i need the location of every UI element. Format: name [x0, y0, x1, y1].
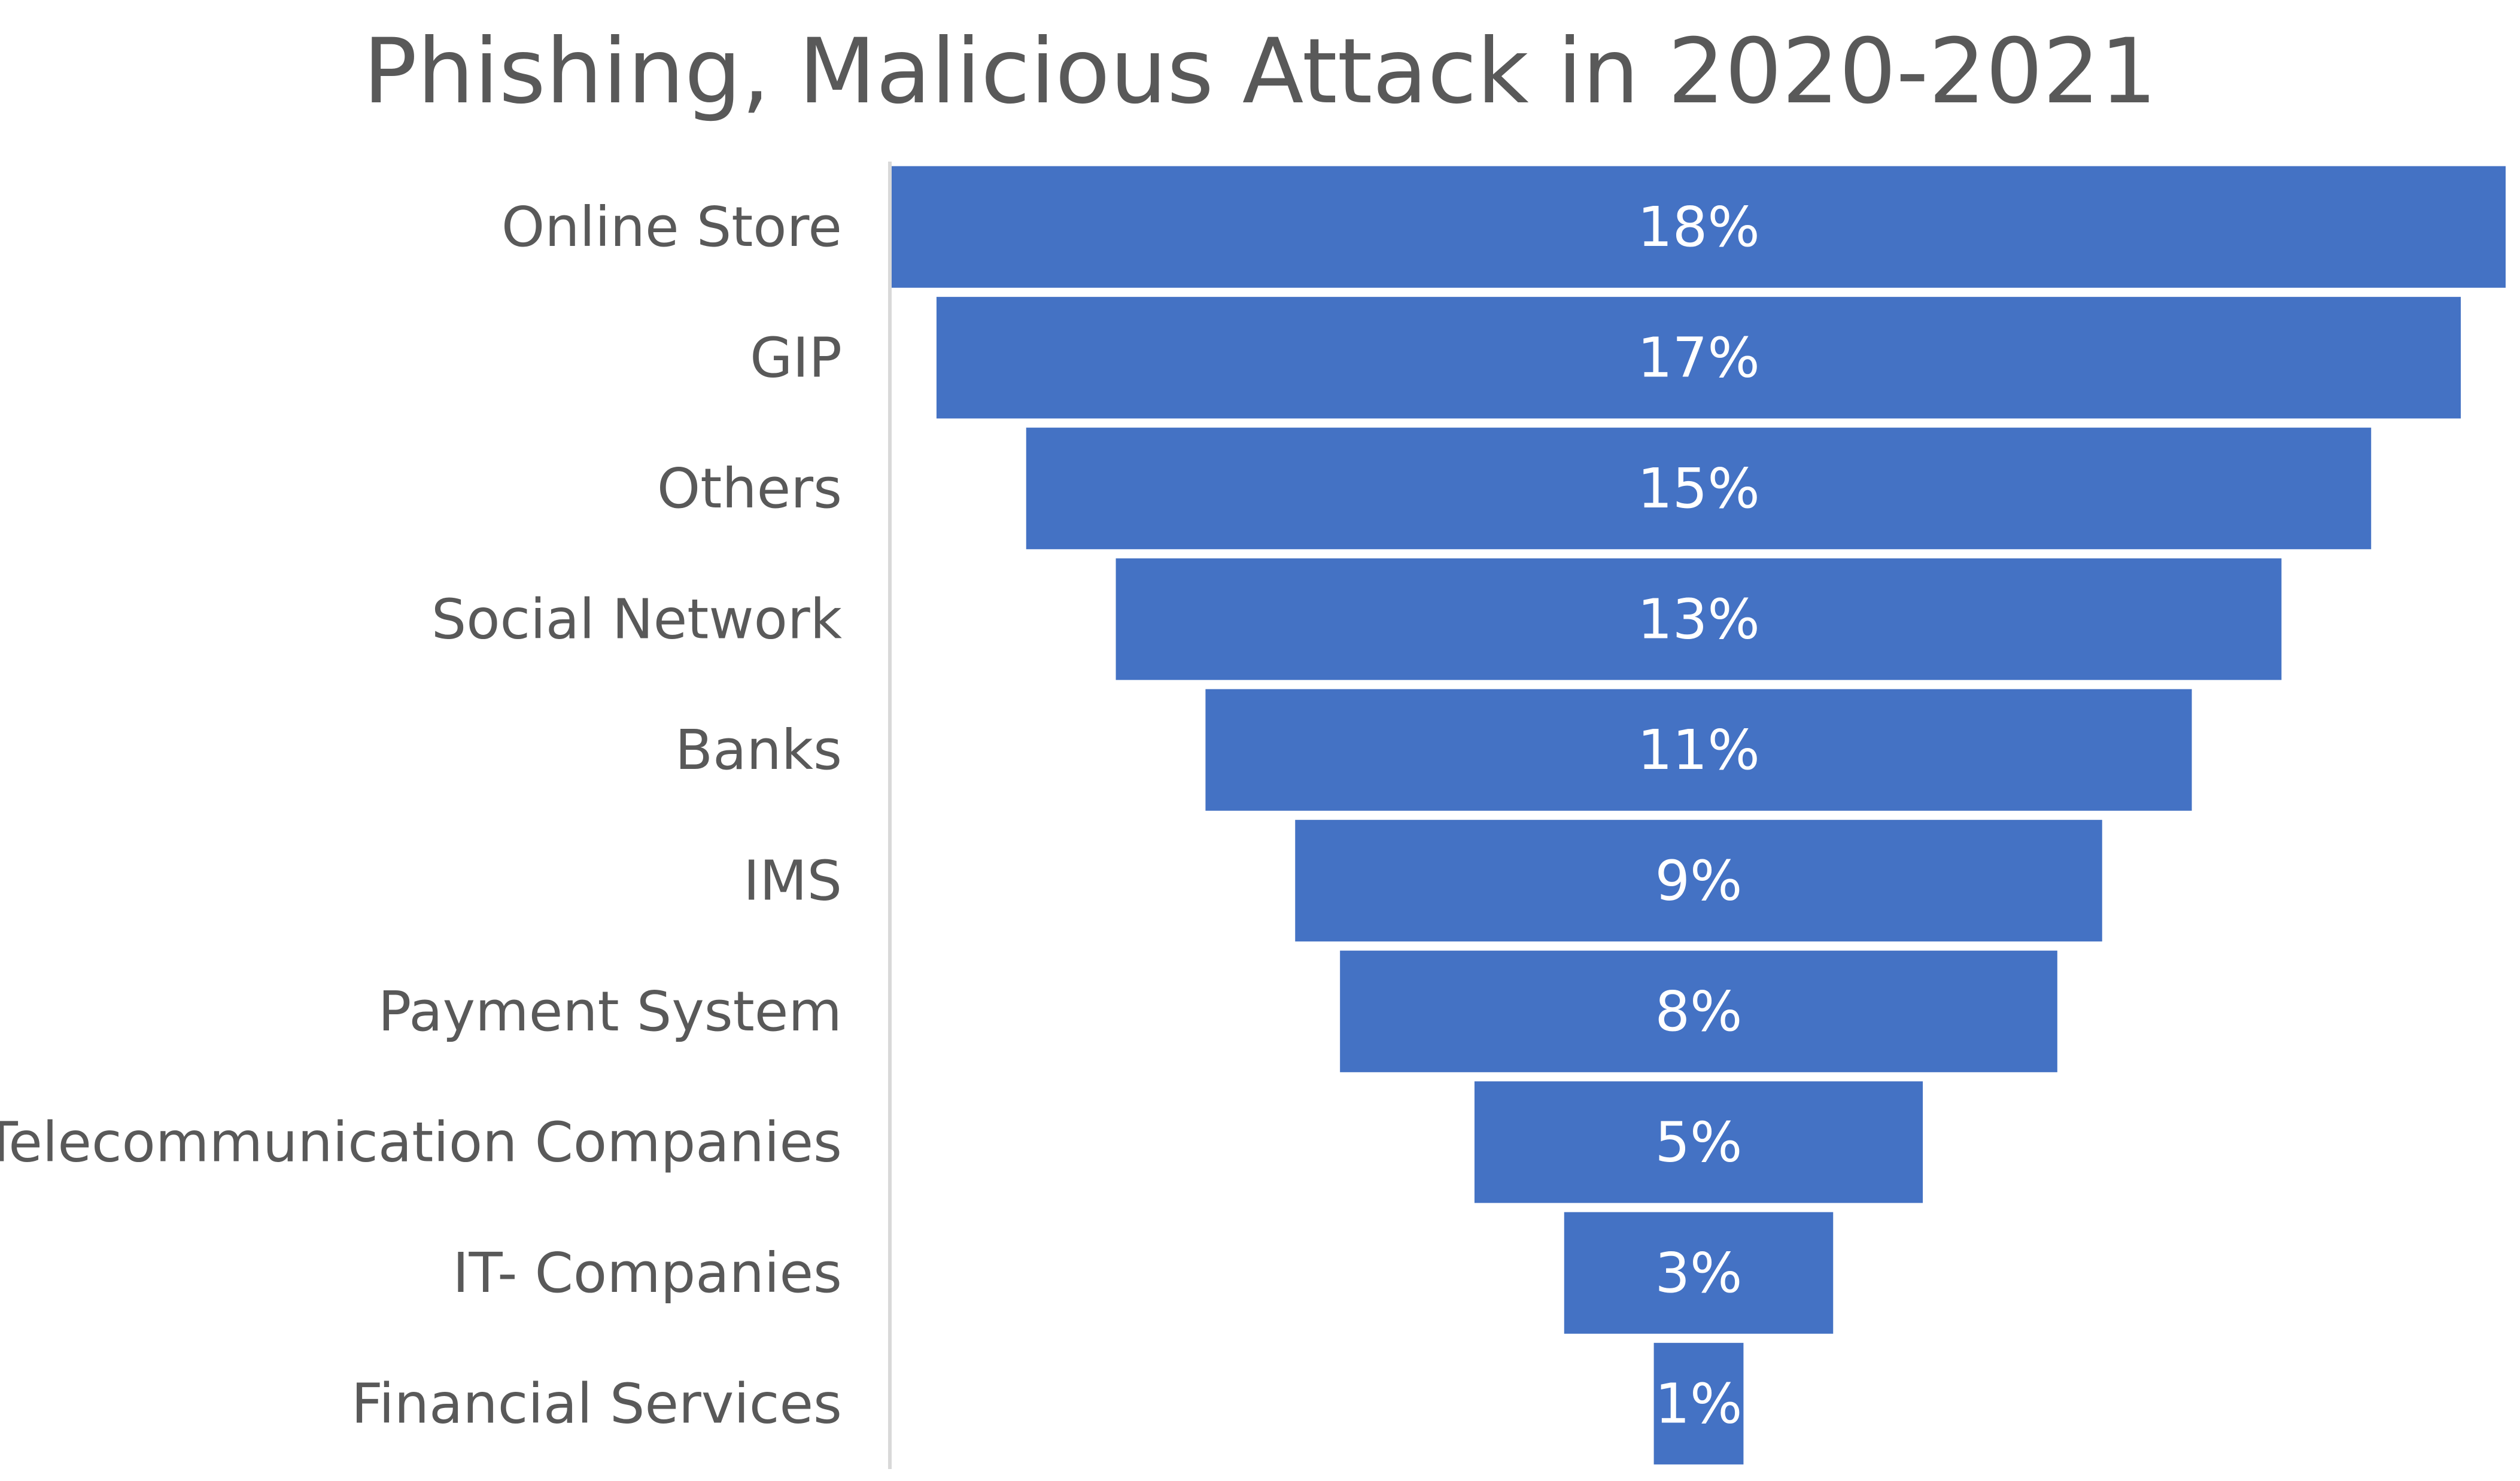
funnel-bar [1564, 1212, 1834, 1334]
category-label: Financial Services [351, 1371, 842, 1436]
bar-value-label: 15% [1637, 457, 1759, 521]
funnel-bar [1115, 558, 2282, 680]
funnel-bar [1295, 820, 2102, 942]
category-label: Online Store [501, 195, 842, 259]
funnel-bar [1653, 1343, 1744, 1465]
category-label: Banks [675, 718, 842, 782]
chart-title: Phishing, Malicious Attack in 2020-2021 [363, 20, 2157, 124]
category-label: GIP [750, 326, 842, 390]
funnel-bar [1474, 1081, 1923, 1203]
category-label: Payment System [378, 980, 842, 1044]
category-label: Social Network [431, 587, 843, 651]
category-label: Telecommunication Companies [0, 1110, 842, 1174]
bar-value-label: 8% [1655, 980, 1743, 1044]
bar-value-label: 13% [1637, 587, 1759, 651]
bar-value-label: 1% [1655, 1371, 1743, 1436]
bar-value-label: 11% [1637, 718, 1759, 782]
bar-value-label: 3% [1655, 1241, 1743, 1305]
bar-value-label: 5% [1655, 1110, 1743, 1174]
category-label: IMS [743, 849, 842, 913]
funnel-bar [936, 297, 2461, 419]
funnel-bar [1026, 427, 2372, 549]
funnel-bar [1205, 689, 2192, 811]
category-label: IT- Companies [452, 1241, 842, 1305]
bar-value-label: 9% [1655, 849, 1743, 913]
bar-value-label: 18% [1637, 195, 1759, 259]
category-label: Others [657, 457, 842, 521]
funnel-bar [892, 166, 2506, 288]
funnel-bar [1340, 950, 2057, 1072]
bar-value-label: 17% [1637, 326, 1759, 390]
